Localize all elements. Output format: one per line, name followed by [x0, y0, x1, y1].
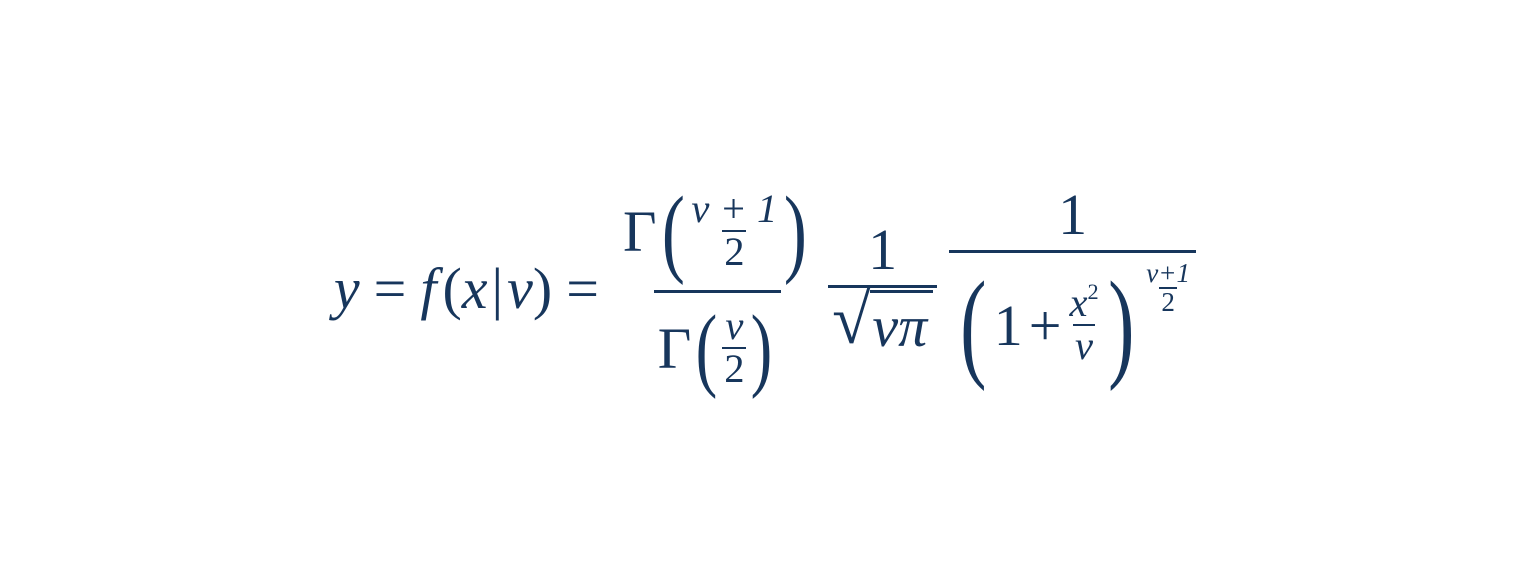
gamma-frac-den: Γ ( ν 2 ) — [654, 290, 782, 402]
nu-c: ν — [872, 293, 898, 360]
var-y: y — [334, 255, 360, 322]
base-paren: ( 1 + x2 ν ) — [953, 255, 1141, 395]
two-b: 2 — [722, 347, 746, 390]
radical-icon: √ — [832, 290, 870, 360]
one-over-sqrt-frac: 1 √ ν π — [828, 216, 937, 360]
gamma-den-paren: ( ν 2 ) — [691, 295, 777, 402]
exp-num: ν+1 — [1144, 260, 1192, 287]
rparen: ) — [533, 255, 552, 322]
nu-plus-1-over-2: ν + 1 2 — [689, 189, 779, 272]
var-x: x — [462, 255, 488, 322]
sqrt-nu-pi: √ ν π — [832, 290, 933, 360]
power-fraction-den: ( 1 + x2 ν ) ν+1 — [949, 250, 1196, 395]
x-squared: x2 — [1067, 283, 1100, 324]
nu-b: ν — [723, 306, 745, 347]
one-a: 1 — [864, 216, 901, 285]
sqrt-nu-pi-den: √ ν π — [828, 285, 937, 360]
term-one-over-sqrt: 1 √ ν π — [828, 216, 937, 360]
gamma-num-paren: ( ν + 1 2 ) — [657, 175, 813, 288]
nu-plus-1: ν + 1 — [689, 189, 779, 230]
plus: + — [1029, 292, 1062, 359]
exp-2: 2 — [1087, 279, 1098, 304]
x2-over-nu: x2 ν — [1067, 283, 1100, 366]
gamma-symbol-num: Γ — [623, 198, 657, 265]
one-b: 1 — [1054, 181, 1091, 250]
x-b: x — [1069, 280, 1087, 325]
term-power-fraction: 1 ( 1 + x2 ν ) — [949, 181, 1196, 395]
equation: y = f ( x | ν ) = Γ ( ν + 1 2 ) Γ — [334, 175, 1202, 402]
var-nu: ν — [507, 255, 533, 322]
nu-d: ν — [1073, 324, 1095, 367]
lparen: ( — [442, 255, 461, 322]
term-gamma-fraction: Γ ( ν + 1 2 ) Γ ( ν 2 — [619, 175, 816, 402]
exp-den: 2 — [1159, 287, 1177, 316]
radicand: ν π — [870, 290, 933, 360]
two-a: 2 — [722, 230, 746, 273]
gamma-fraction: Γ ( ν + 1 2 ) Γ ( ν 2 — [619, 175, 816, 402]
exp-frac: ν+1 2 — [1144, 260, 1192, 316]
equals-1: = — [374, 255, 407, 322]
exponent: ν+1 2 — [1144, 260, 1192, 316]
base-with-exponent: ( 1 + x2 ν ) ν+1 — [953, 255, 1192, 395]
power-fraction: 1 ( 1 + x2 ν ) — [949, 181, 1196, 395]
one-c: 1 — [994, 292, 1023, 359]
pi: π — [898, 293, 927, 360]
gamma-symbol-den: Γ — [658, 315, 692, 382]
nu-over-2: ν 2 — [722, 306, 746, 389]
equals-2: = — [566, 255, 599, 322]
cond-bar: | — [492, 255, 504, 322]
gamma-frac-num: Γ ( ν + 1 2 ) — [619, 175, 816, 290]
func-f: f — [420, 255, 436, 322]
